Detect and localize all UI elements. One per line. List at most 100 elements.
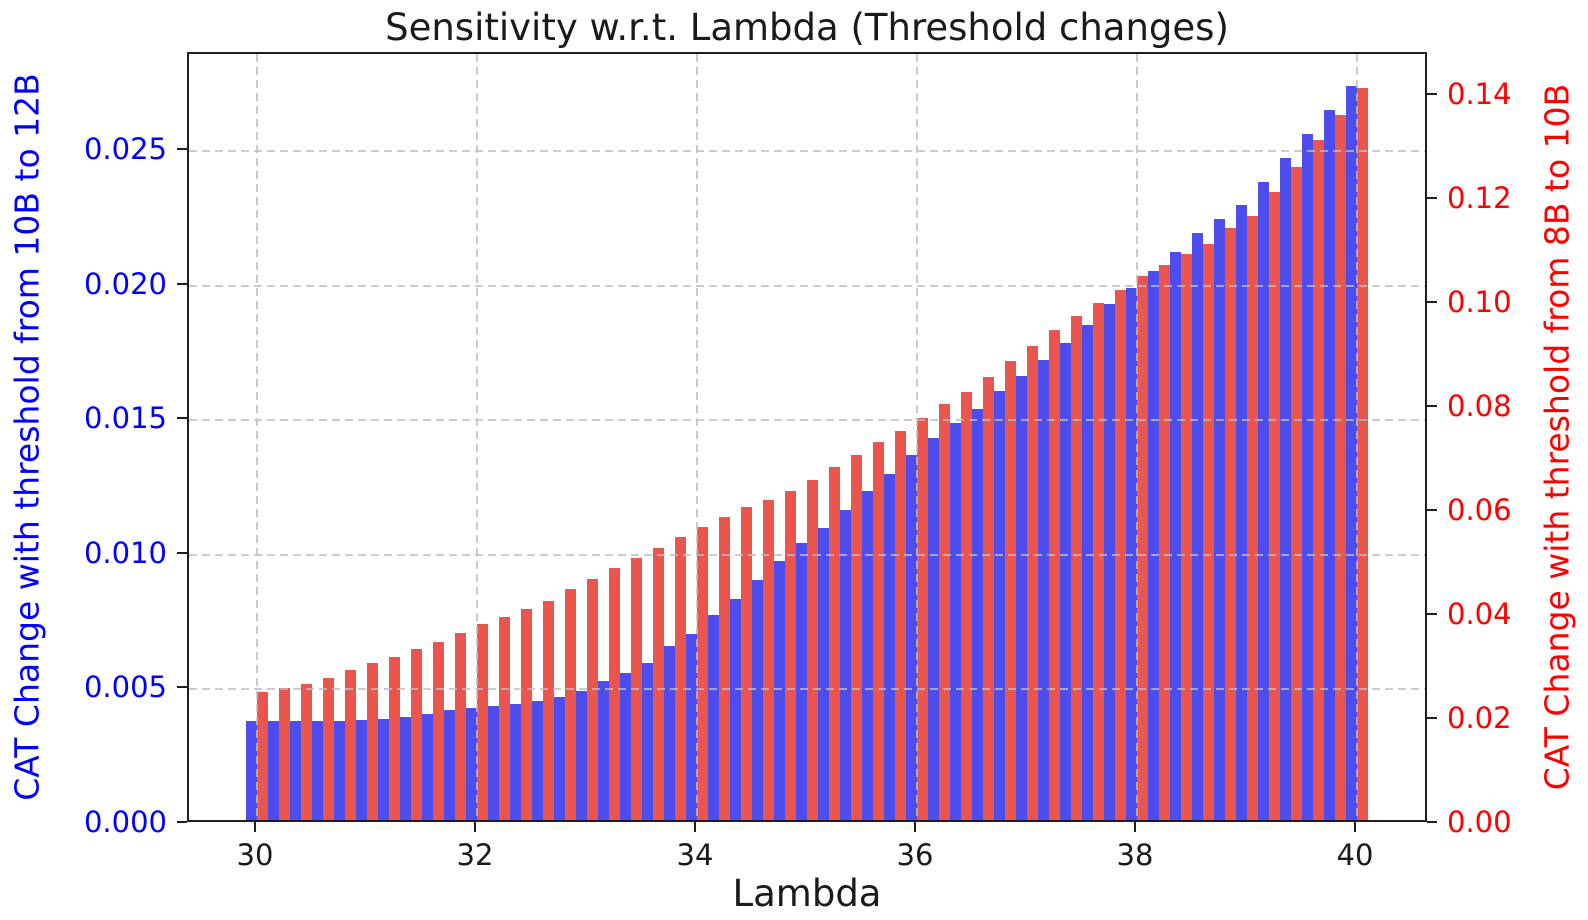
y-right-tick-label: 0.00 (1447, 805, 1512, 839)
x-tick-label: 36 (896, 838, 934, 872)
horizontal-gridline (189, 554, 1425, 556)
y-left-tick-mark (177, 686, 187, 688)
y-axis-label-left: CAT Change with threshold from 10B to 12… (7, 73, 47, 801)
blue-bar (290, 721, 301, 820)
red-bar (1093, 303, 1104, 820)
blue-bar (950, 423, 961, 820)
horizontal-gridline (189, 150, 1425, 152)
red-bar (279, 688, 290, 820)
red-bar (939, 404, 950, 820)
y-right-tick-mark (1427, 93, 1437, 95)
red-bar (433, 642, 444, 820)
red-bar (1005, 361, 1016, 820)
y-left-tick-mark (177, 283, 187, 285)
red-bar (675, 537, 686, 820)
red-bar (1357, 88, 1368, 820)
x-tick-label: 32 (456, 838, 494, 872)
blue-bar (818, 528, 829, 820)
y-right-tick-mark (1427, 405, 1437, 407)
x-tick-mark (694, 822, 696, 832)
blue-bar (730, 599, 741, 820)
red-bar (1269, 192, 1280, 820)
red-bar (1049, 330, 1060, 820)
red-bar (983, 377, 994, 820)
blue-bar (598, 681, 609, 820)
red-bar (455, 633, 466, 820)
vertical-gridline (1356, 54, 1358, 820)
blue-bar (422, 714, 433, 820)
red-bar (389, 657, 400, 820)
red-bar (1203, 244, 1214, 820)
red-bar (741, 507, 752, 820)
vertical-gridline (916, 54, 918, 820)
x-tick-label: 38 (1116, 838, 1154, 872)
y-right-tick-mark (1427, 197, 1437, 199)
red-bar (301, 684, 312, 820)
red-bar (785, 491, 796, 820)
red-bar (609, 568, 620, 820)
blue-bar (312, 721, 323, 820)
red-bar (763, 500, 774, 820)
y-right-tick-label: 0.08 (1447, 389, 1512, 423)
blue-bar (1302, 134, 1313, 820)
blue-bar (928, 438, 939, 820)
blue-bar (488, 706, 499, 820)
plot-area (187, 52, 1427, 822)
x-tick-mark (914, 822, 916, 832)
blue-bar (686, 634, 697, 820)
blue-bar (994, 391, 1005, 820)
y-left-tick-label: 0.020 (83, 267, 167, 301)
blue-bar (862, 491, 873, 820)
y-right-tick-mark (1427, 301, 1437, 303)
horizontal-gridline (189, 419, 1425, 421)
y-right-tick-label: 0.04 (1447, 597, 1512, 631)
blue-bar (1258, 182, 1269, 820)
blue-bar (884, 474, 895, 820)
y-left-tick-label: 0.005 (83, 670, 167, 704)
red-bar (1225, 228, 1236, 820)
blue-bar (752, 580, 763, 820)
blue-bar (1346, 86, 1357, 820)
red-bar (367, 663, 378, 820)
y-left-tick-mark (177, 821, 187, 823)
red-bar (807, 480, 818, 820)
vertical-gridline (1136, 54, 1138, 820)
red-bar (1291, 167, 1302, 820)
red-bar (345, 670, 356, 820)
blue-bar (620, 673, 631, 820)
red-bar (1159, 265, 1170, 820)
y-left-tick-mark (177, 417, 187, 419)
red-bar (477, 624, 488, 820)
red-bar (257, 692, 268, 820)
y-right-tick-label: 0.02 (1447, 701, 1512, 735)
horizontal-gridline (189, 285, 1425, 287)
red-bar (521, 609, 532, 820)
red-bar (719, 517, 730, 820)
red-bar (1071, 316, 1082, 820)
blue-bar (378, 719, 389, 820)
blue-bar (532, 701, 543, 820)
x-tick-mark (474, 822, 476, 832)
x-tick-mark (254, 822, 256, 832)
blue-bar (664, 646, 675, 820)
blue-bar (554, 697, 565, 820)
blue-bar (356, 720, 367, 820)
blue-bar (400, 717, 411, 820)
red-bar (873, 442, 884, 820)
y-axis-label-right: CAT Change with threshold from 8B to 10B (1537, 83, 1577, 791)
y-left-tick-label: 0.000 (83, 805, 167, 839)
x-tick-label: 30 (236, 838, 274, 872)
blue-bar (466, 708, 477, 820)
vertical-gridline (476, 54, 478, 820)
x-tick-label: 40 (1336, 838, 1374, 872)
red-bar (1027, 346, 1038, 820)
red-bar (697, 527, 708, 820)
red-bar (565, 589, 576, 820)
red-bar (543, 601, 554, 820)
blue-bar (1060, 343, 1071, 820)
red-bar (499, 617, 510, 820)
y-right-tick-label: 0.10 (1447, 285, 1512, 319)
red-bar (1313, 140, 1324, 820)
y-right-tick-mark (1427, 509, 1437, 511)
